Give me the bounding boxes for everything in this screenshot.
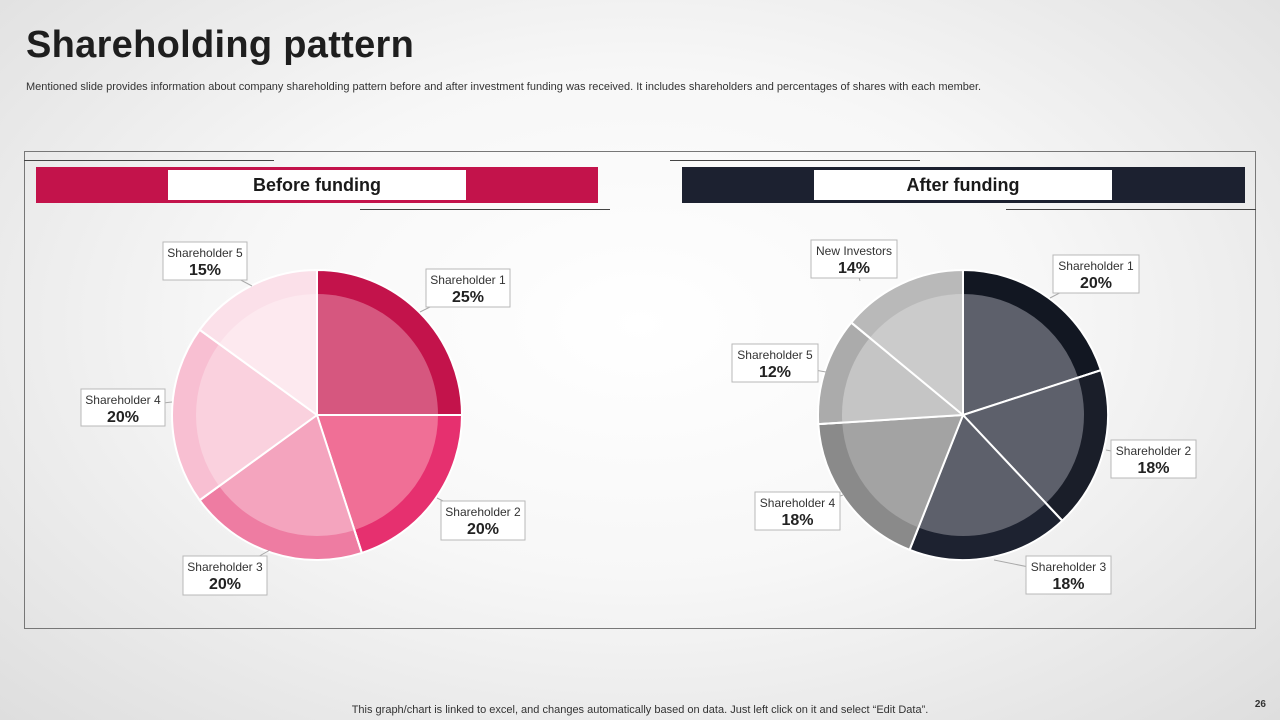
callout-value: 18% [1052, 576, 1084, 593]
callout-name: Shareholder 2 [1116, 444, 1192, 458]
callout-name: Shareholder 1 [1058, 259, 1134, 273]
callout-value: 14% [838, 260, 870, 277]
callout-value: 18% [1137, 460, 1169, 477]
callout-name: Shareholder 2 [445, 505, 521, 519]
callout-name: Shareholder 4 [760, 496, 836, 510]
callout-value: 20% [1080, 275, 1112, 292]
callout-value: 12% [759, 364, 791, 381]
callout-value: 20% [467, 521, 499, 538]
callout-value: 20% [107, 409, 139, 426]
callout-value: 18% [781, 512, 813, 529]
callout-name: Shareholder 3 [187, 560, 263, 574]
callout-name: Shareholder 5 [167, 246, 243, 260]
callout-value: 20% [209, 576, 241, 593]
callout-value: 25% [452, 289, 484, 306]
callout-name: Shareholder 1 [430, 273, 506, 287]
callout-name: Shareholder 3 [1031, 560, 1107, 574]
callout-name: Shareholder 5 [737, 348, 813, 362]
footer-note: This graph/chart is linked to excel, and… [0, 704, 1280, 716]
page-number: 26 [1255, 699, 1266, 710]
callout-name: New Investors [816, 244, 892, 258]
callout-name: Shareholder 4 [85, 393, 161, 407]
callout-value: 15% [189, 262, 221, 279]
